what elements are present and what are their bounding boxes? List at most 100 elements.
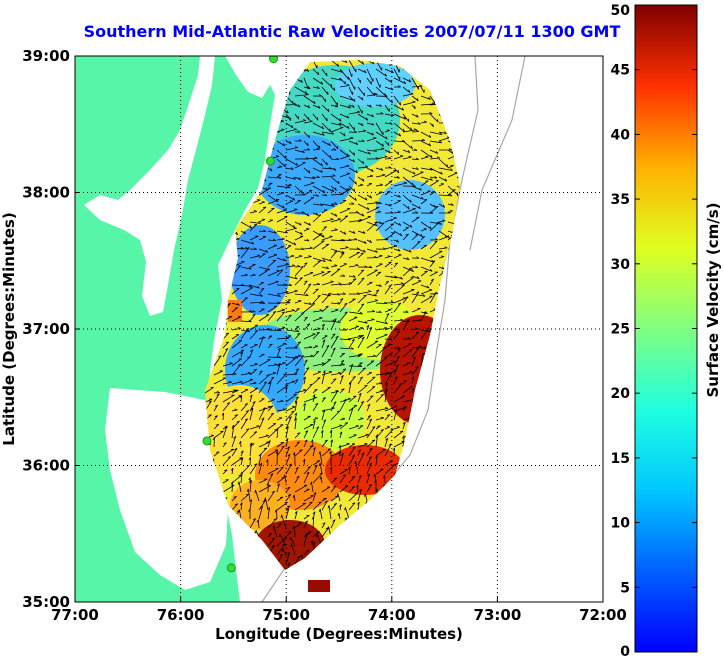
velocity-vector-head — [281, 445, 285, 448]
velocity-vector-head — [415, 233, 419, 236]
velocity-vector-head — [275, 427, 279, 431]
velocity-vector-head — [336, 157, 340, 160]
velocity-vector — [258, 381, 268, 394]
velocity-vector-head — [346, 154, 350, 157]
velocity-vector — [375, 394, 384, 403]
velocity-vector-head — [336, 493, 339, 497]
velocity-vector — [231, 468, 234, 475]
velocity-vector-head — [236, 237, 240, 240]
delaware-bay — [225, 56, 280, 98]
velocity-vector-head — [234, 503, 238, 506]
velocity-vector-head — [369, 104, 372, 108]
velocity-vector — [366, 372, 373, 376]
velocity-vector-head — [237, 302, 240, 306]
velocity-vector-head — [216, 451, 220, 453]
velocity-vector — [330, 86, 336, 91]
velocity-vector-head — [399, 382, 403, 385]
velocity-vector — [438, 203, 445, 208]
velocity-vector-head — [352, 275, 356, 278]
velocity-vector-head — [281, 308, 285, 311]
velocity-vector — [330, 95, 339, 106]
velocity-vector — [240, 450, 244, 457]
velocity-vector — [267, 176, 282, 179]
velocity-vector — [258, 336, 264, 349]
velocity-vector-head — [262, 206, 267, 209]
velocity-vector — [231, 288, 240, 295]
velocity-vector — [222, 456, 232, 466]
velocity-vector-head — [320, 163, 323, 167]
velocity-vector — [303, 333, 316, 340]
velocity-vector — [330, 495, 339, 502]
velocity-vector — [312, 460, 321, 466]
velocity-vector-head — [337, 513, 340, 517]
velocity-vector-head — [277, 483, 280, 487]
velocity-vector — [348, 111, 360, 115]
velocity-vector — [249, 480, 252, 493]
colorbar-tick-label: 5 — [620, 580, 630, 596]
velocity-vector — [339, 474, 347, 484]
velocity-vector — [357, 291, 372, 295]
velocity-vector — [312, 464, 318, 475]
velocity-vector-head — [312, 541, 316, 545]
velocity-vector — [267, 518, 277, 529]
velocity-vector — [258, 462, 263, 475]
velocity-vector — [303, 550, 310, 556]
velocity-vector-head — [297, 354, 301, 357]
radar-station-marker — [202, 436, 212, 446]
velocity-vector — [357, 269, 365, 277]
velocity-vector-head — [428, 97, 431, 100]
velocity-vector — [411, 280, 422, 286]
velocity-vector-head — [286, 426, 289, 429]
velocity-vector-head — [406, 257, 410, 260]
velocity-vector — [348, 325, 359, 331]
velocity-vector — [393, 275, 403, 280]
velocity-vector-head — [286, 110, 289, 114]
velocity-vector — [402, 156, 412, 160]
velocity-vector — [303, 471, 310, 484]
velocity-vector-head — [244, 273, 248, 276]
velocity-vector-head — [428, 143, 432, 147]
velocity-vector — [339, 208, 351, 214]
velocity-vector-head — [306, 367, 310, 370]
velocity-vector-head — [287, 562, 291, 566]
velocity-vector-head — [324, 439, 328, 442]
velocity-vector — [258, 435, 269, 439]
velocity-vector-head — [385, 382, 388, 386]
velocity-vector-head — [371, 122, 375, 126]
velocity-vector — [240, 389, 249, 394]
velocity-vector-head — [319, 316, 323, 319]
velocity-vector-head — [418, 345, 422, 348]
velocity-vector-head — [343, 328, 348, 331]
velocity-vector — [267, 199, 280, 205]
velocity-vector-head — [291, 254, 295, 257]
velocity-vector — [339, 504, 342, 511]
velocity-vector-head — [361, 336, 365, 340]
velocity-vector-head — [406, 319, 410, 322]
velocity-vector — [366, 386, 376, 394]
velocity-vector — [258, 417, 265, 430]
velocity-vector-head — [215, 424, 219, 426]
velocity-vector-head — [419, 187, 422, 191]
velocity-vector-head — [267, 440, 271, 443]
velocity-vector — [285, 358, 296, 367]
velocity-vector-head — [296, 329, 300, 332]
velocity-vector-head — [254, 490, 256, 494]
velocity-vector — [420, 131, 432, 138]
velocity-vector — [348, 104, 355, 108]
velocity-vector-head — [410, 127, 413, 131]
velocity-vector — [429, 203, 436, 208]
velocity-vector-head — [361, 213, 365, 217]
velocity-vector — [411, 320, 422, 322]
velocity-vector-head — [398, 222, 402, 226]
velocity-vector — [321, 149, 332, 159]
velocity-vector-head — [261, 417, 265, 420]
velocity-vector-head — [246, 464, 250, 467]
velocity-vector-head — [272, 525, 275, 529]
velocity-vector — [285, 314, 292, 322]
x-tick-label: 76:00 — [157, 606, 205, 624]
velocity-vector — [348, 158, 355, 163]
velocity-vector — [312, 363, 325, 367]
velocity-vector-head — [268, 532, 273, 535]
velocity-vector-head — [341, 250, 345, 254]
velocity-vector-head — [341, 363, 345, 366]
